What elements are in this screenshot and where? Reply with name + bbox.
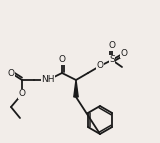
Text: O: O <box>8 68 15 78</box>
Text: NH: NH <box>41 76 55 85</box>
Text: O: O <box>19 90 25 99</box>
Text: O: O <box>108 41 116 50</box>
Text: O: O <box>96 61 104 70</box>
Polygon shape <box>74 80 78 97</box>
Text: S: S <box>109 55 115 64</box>
Text: O: O <box>120 48 128 57</box>
Text: O: O <box>59 55 65 64</box>
